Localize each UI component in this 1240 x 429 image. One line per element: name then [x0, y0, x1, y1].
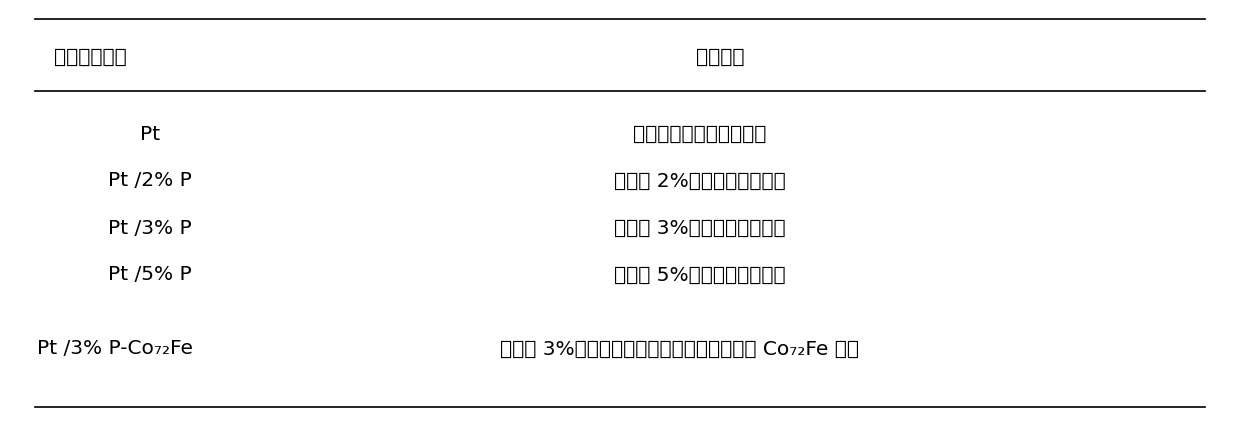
Text: 电极材质: 电极材质	[696, 48, 744, 66]
Text: Pt: Pt	[140, 124, 160, 143]
Text: 掺杂了 3%的磷单质的铂单质，电极表面镀有 Co₇₂Fe 合金: 掺杂了 3%的磷单质的铂单质，电极表面镀有 Co₇₂Fe 合金	[500, 339, 859, 359]
Text: 电极标记方式: 电极标记方式	[53, 48, 126, 66]
Text: 掺杂了 3%的磷单质的铂单质: 掺杂了 3%的磷单质的铂单质	[614, 218, 786, 238]
Text: Pt /3% P: Pt /3% P	[108, 218, 192, 238]
Text: Pt /2% P: Pt /2% P	[108, 172, 192, 190]
Text: 掺杂了 2%的磷单质的铂单质: 掺杂了 2%的磷单质的铂单质	[614, 172, 786, 190]
Text: 掺杂了 5%的磷单质的铂单质: 掺杂了 5%的磷单质的铂单质	[614, 266, 786, 284]
Text: Pt /5% P: Pt /5% P	[108, 266, 192, 284]
Text: 不掺杂其他物质的铂单质: 不掺杂其他物质的铂单质	[634, 124, 766, 143]
Text: Pt /3% P-Co₇₂Fe: Pt /3% P-Co₇₂Fe	[37, 339, 193, 359]
